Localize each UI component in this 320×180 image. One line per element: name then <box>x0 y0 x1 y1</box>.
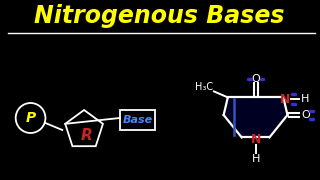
Bar <box>120 110 156 130</box>
Text: O: O <box>251 74 260 84</box>
Text: N: N <box>280 93 291 106</box>
Text: Nitrogenous Bases: Nitrogenous Bases <box>34 4 285 28</box>
Polygon shape <box>224 97 287 137</box>
Text: N: N <box>250 133 261 146</box>
Text: H: H <box>301 94 309 104</box>
Text: R: R <box>80 127 92 143</box>
Text: O: O <box>301 110 310 120</box>
Text: Base: Base <box>123 115 153 125</box>
Text: P: P <box>26 111 36 125</box>
Text: H: H <box>252 154 260 164</box>
Text: H₃C: H₃C <box>195 82 213 92</box>
